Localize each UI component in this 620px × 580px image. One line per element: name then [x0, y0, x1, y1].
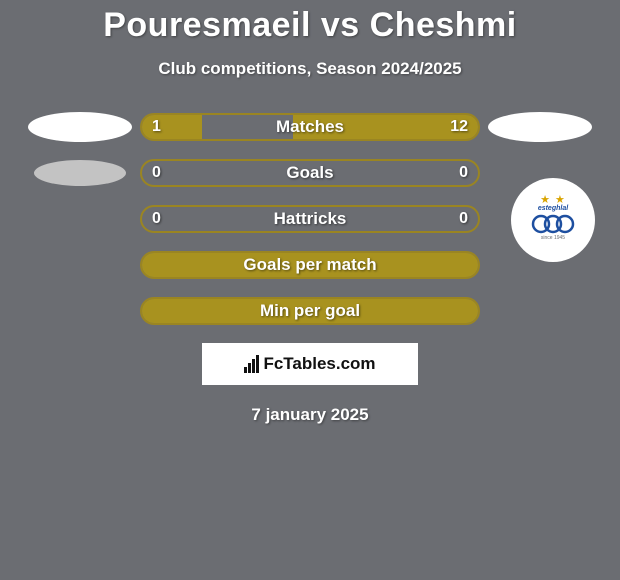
- right-slot: [480, 112, 600, 142]
- barchart-icon: [244, 355, 260, 373]
- stat-row: Min per goal: [0, 297, 620, 325]
- stat-label: Goals: [142, 161, 478, 185]
- placeholder-oval: [28, 112, 132, 142]
- club-badge: ★ ★ esteghlal since 1945: [511, 178, 595, 262]
- placeholder-oval: [488, 112, 592, 142]
- stat-label: Hattricks: [142, 207, 478, 231]
- left-slot: [20, 112, 140, 142]
- club-sub: since 1945: [541, 235, 565, 241]
- stat-label: Matches: [142, 115, 478, 139]
- comparison-card: Pouresmaeil vs Cheshmi Club competitions…: [0, 0, 620, 425]
- stat-bar: 00Hattricks: [140, 205, 480, 233]
- page-title: Pouresmaeil vs Cheshmi: [0, 0, 620, 45]
- stat-bar: Goals per match: [140, 251, 480, 279]
- stat-bar: 00Goals: [140, 159, 480, 187]
- left-slot: [20, 160, 140, 186]
- footer-text: FcTables.com: [263, 354, 375, 374]
- stat-label: Min per goal: [142, 299, 478, 323]
- date-text: 7 january 2025: [0, 405, 620, 425]
- stat-row: 00Goals: [0, 159, 620, 187]
- page-subtitle: Club competitions, Season 2024/2025: [0, 59, 620, 79]
- stat-row: Goals per match: [0, 251, 620, 279]
- stat-bar: 112Matches: [140, 113, 480, 141]
- club-name: esteghlal: [538, 205, 568, 212]
- stat-label: Goals per match: [142, 253, 478, 277]
- rings-icon: [531, 214, 575, 234]
- footer-card: FcTables.com: [202, 343, 418, 385]
- stat-row: 112Matches: [0, 113, 620, 141]
- placeholder-oval: [34, 160, 126, 186]
- stat-bar: Min per goal: [140, 297, 480, 325]
